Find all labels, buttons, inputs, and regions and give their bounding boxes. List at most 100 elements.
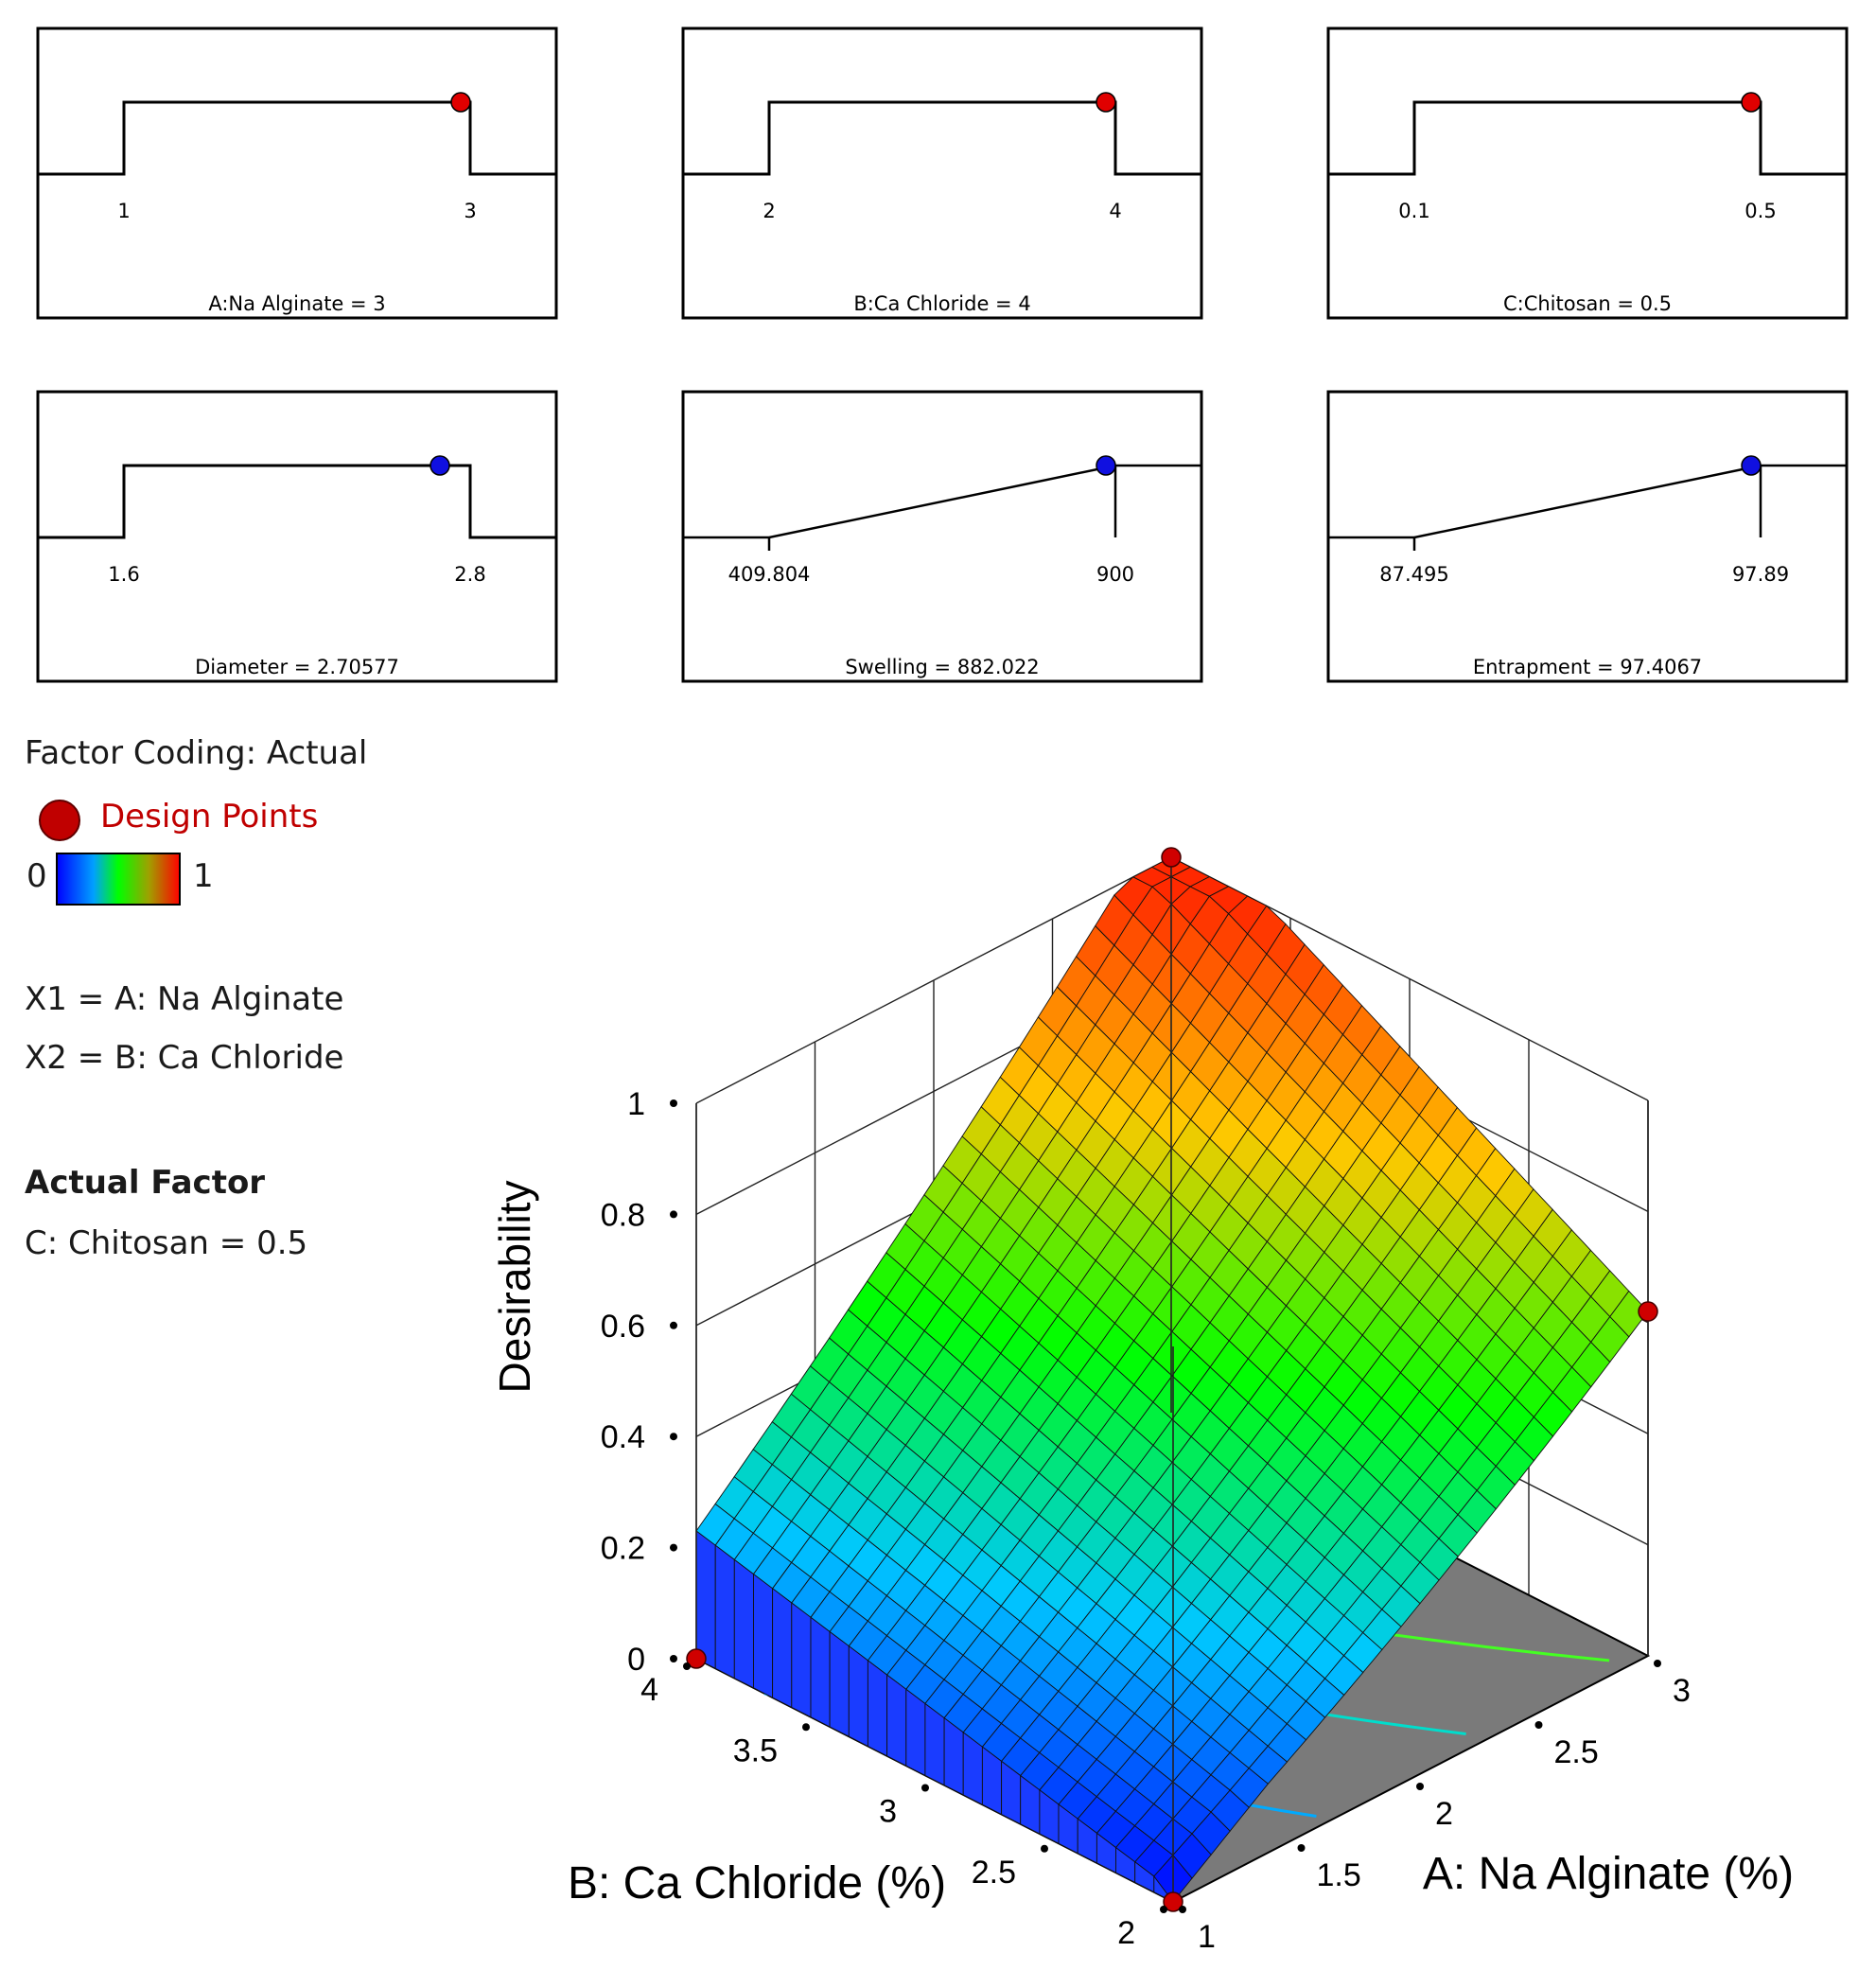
ramp-line <box>683 100 1201 176</box>
ramp-marker <box>450 92 471 113</box>
surface-cell <box>867 1659 888 1757</box>
y-tick-mark <box>921 1784 929 1792</box>
z-tick-label: 0.4 <box>601 1419 645 1455</box>
surface-cell <box>886 1674 907 1767</box>
ramp-panels: 1 3 A:Na Alginate = 3 2 4 B:Ca Chloride = 4 0.… <box>36 26 1849 683</box>
ramp-caption: C:Chitosan = 0.5 <box>1503 292 1672 315</box>
surface-cell <box>714 1544 735 1680</box>
design-point <box>1638 1301 1658 1322</box>
design-point <box>1163 1891 1183 1912</box>
x-tick-mark <box>1297 1844 1306 1852</box>
ramp-marker <box>1096 92 1116 113</box>
z-tick-mark <box>670 1321 677 1329</box>
ramp-line <box>38 100 556 176</box>
desirability-surface-plot: 0 0.2 0.4 0.6 0.8 1 Desirability 2 2.5 3 3.5 4 B: Ca… <box>490 847 1794 1955</box>
ramp-panel: 1 3 A:Na Alginate = 3 <box>36 26 558 320</box>
z-tick-mark <box>670 1655 677 1662</box>
ramp-high-label: 0.5 <box>1745 200 1776 222</box>
surface-cell <box>753 1573 774 1698</box>
y-tick-label: 3 <box>879 1794 897 1830</box>
ramp-panel: 409.804 900 Swelling = 882.022 <box>681 390 1203 683</box>
ramp-caption: B:Ca Chloride = 4 <box>853 292 1030 315</box>
z-tick-mark <box>670 1433 677 1441</box>
ramp-panel: 1.6 2.8 Diameter = 2.70577 <box>36 390 558 683</box>
z-tick-mark <box>670 1210 677 1219</box>
z-tick-label: 1 <box>627 1086 645 1122</box>
ramp-low-label: 0.1 <box>1398 200 1429 222</box>
z-tick-label: 0 <box>627 1642 645 1678</box>
scale-min-label: 0 <box>26 857 47 895</box>
frame-edges <box>695 857 1649 1902</box>
ramp-caption: Swelling = 882.022 <box>845 656 1039 678</box>
ramp-panel: 87.495 97.89 Entrapment = 97.4067 <box>1326 390 1849 683</box>
surface-cell <box>772 1587 793 1709</box>
x-axis-title: A: Na Alginate (%) <box>1423 1849 1794 1899</box>
y-tick-mark <box>683 1662 691 1670</box>
ramp-high-label: 2.8 <box>454 563 485 586</box>
ramp-panel: 0.1 0.5 C:Chitosan = 0.5 <box>1326 26 1849 320</box>
surface-cell <box>810 1616 831 1728</box>
design-point <box>1161 847 1182 868</box>
y-tick-label: 2.5 <box>972 1855 1016 1891</box>
ramp-line <box>1328 100 1847 176</box>
surface-cell <box>829 1630 850 1737</box>
x-tick-label: 3 <box>1673 1673 1691 1709</box>
x-tick-mark <box>1534 1721 1543 1729</box>
ramp-line <box>38 464 556 539</box>
z-tick-label: 0.6 <box>601 1309 645 1345</box>
x2-definition: X2 = B: Ca Chloride <box>25 1039 344 1077</box>
ramp-high-label: 97.89 <box>1732 563 1789 586</box>
ramp-panel: 2 4 B:Ca Chloride = 4 <box>681 26 1203 320</box>
ramp-marker <box>430 455 450 476</box>
x-tick-label: 1 <box>1198 1919 1216 1955</box>
y-tick-mark <box>1160 1906 1167 1913</box>
design-point <box>686 1648 707 1669</box>
actual-factor-title: Actual Factor <box>25 1164 266 1202</box>
x-tick-label: 2 <box>1435 1796 1453 1832</box>
y-axis-title: B: Ca Chloride (%) <box>568 1858 946 1908</box>
ramp-high-label: 4 <box>1109 200 1121 222</box>
ramp-caption: A:Na Alginate = 3 <box>208 292 385 315</box>
design-point-icon <box>39 800 80 841</box>
y-tick-mark <box>1041 1844 1048 1853</box>
ramp-low-label: 409.804 <box>728 563 811 586</box>
surface-cell <box>924 1702 945 1786</box>
x-tick-mark <box>1654 1660 1661 1667</box>
actual-factor-value: C: Chitosan = 0.5 <box>25 1224 308 1262</box>
x-tick-mark <box>1179 1906 1186 1913</box>
design-points-label: Design Points <box>100 798 319 835</box>
z-tick-mark <box>670 1099 677 1107</box>
z-tick-label: 0.8 <box>601 1197 645 1233</box>
y-tick-label: 2 <box>1117 1915 1135 1951</box>
ramp-marker <box>1741 92 1762 113</box>
y-tick-label: 4 <box>640 1672 658 1708</box>
x-tick-label: 2.5 <box>1554 1734 1599 1770</box>
surface-cell <box>905 1688 926 1777</box>
z-tick-label: 0.2 <box>601 1531 645 1567</box>
surface-cell <box>695 1530 716 1670</box>
ramp-caption: Diameter = 2.70577 <box>195 656 399 678</box>
y-tick-label: 3.5 <box>733 1733 778 1768</box>
ramp-high-label: 900 <box>1096 563 1134 586</box>
ramp-low-label: 1 <box>117 200 130 222</box>
ramp-low-label: 1.6 <box>108 563 139 586</box>
x1-definition: X1 = A: Na Alginate <box>25 980 344 1018</box>
x-tick-mark <box>1416 1783 1424 1790</box>
surface-cell <box>848 1645 868 1748</box>
factor-coding-label: Factor Coding: Actual <box>25 734 368 772</box>
surface-mesh <box>695 856 1649 1903</box>
x-tick-label: 1.5 <box>1317 1857 1361 1893</box>
scale-max-label: 1 <box>193 857 214 895</box>
z-tick-mark <box>670 1543 677 1552</box>
ramp-caption: Entrapment = 97.4067 <box>1473 656 1702 678</box>
ramp-marker <box>1096 455 1116 476</box>
y-tick-mark <box>802 1723 810 1732</box>
ramp-low-label: 87.495 <box>1379 563 1448 586</box>
ramp-high-label: 3 <box>464 200 476 222</box>
z-axis-title: Desirability <box>490 1181 539 1394</box>
ramp-marker <box>1741 455 1762 476</box>
surface-cell <box>733 1558 754 1689</box>
surface-cell <box>1609 1290 1649 1338</box>
surface-cell <box>791 1602 812 1718</box>
ramp-low-label: 2 <box>763 200 775 222</box>
